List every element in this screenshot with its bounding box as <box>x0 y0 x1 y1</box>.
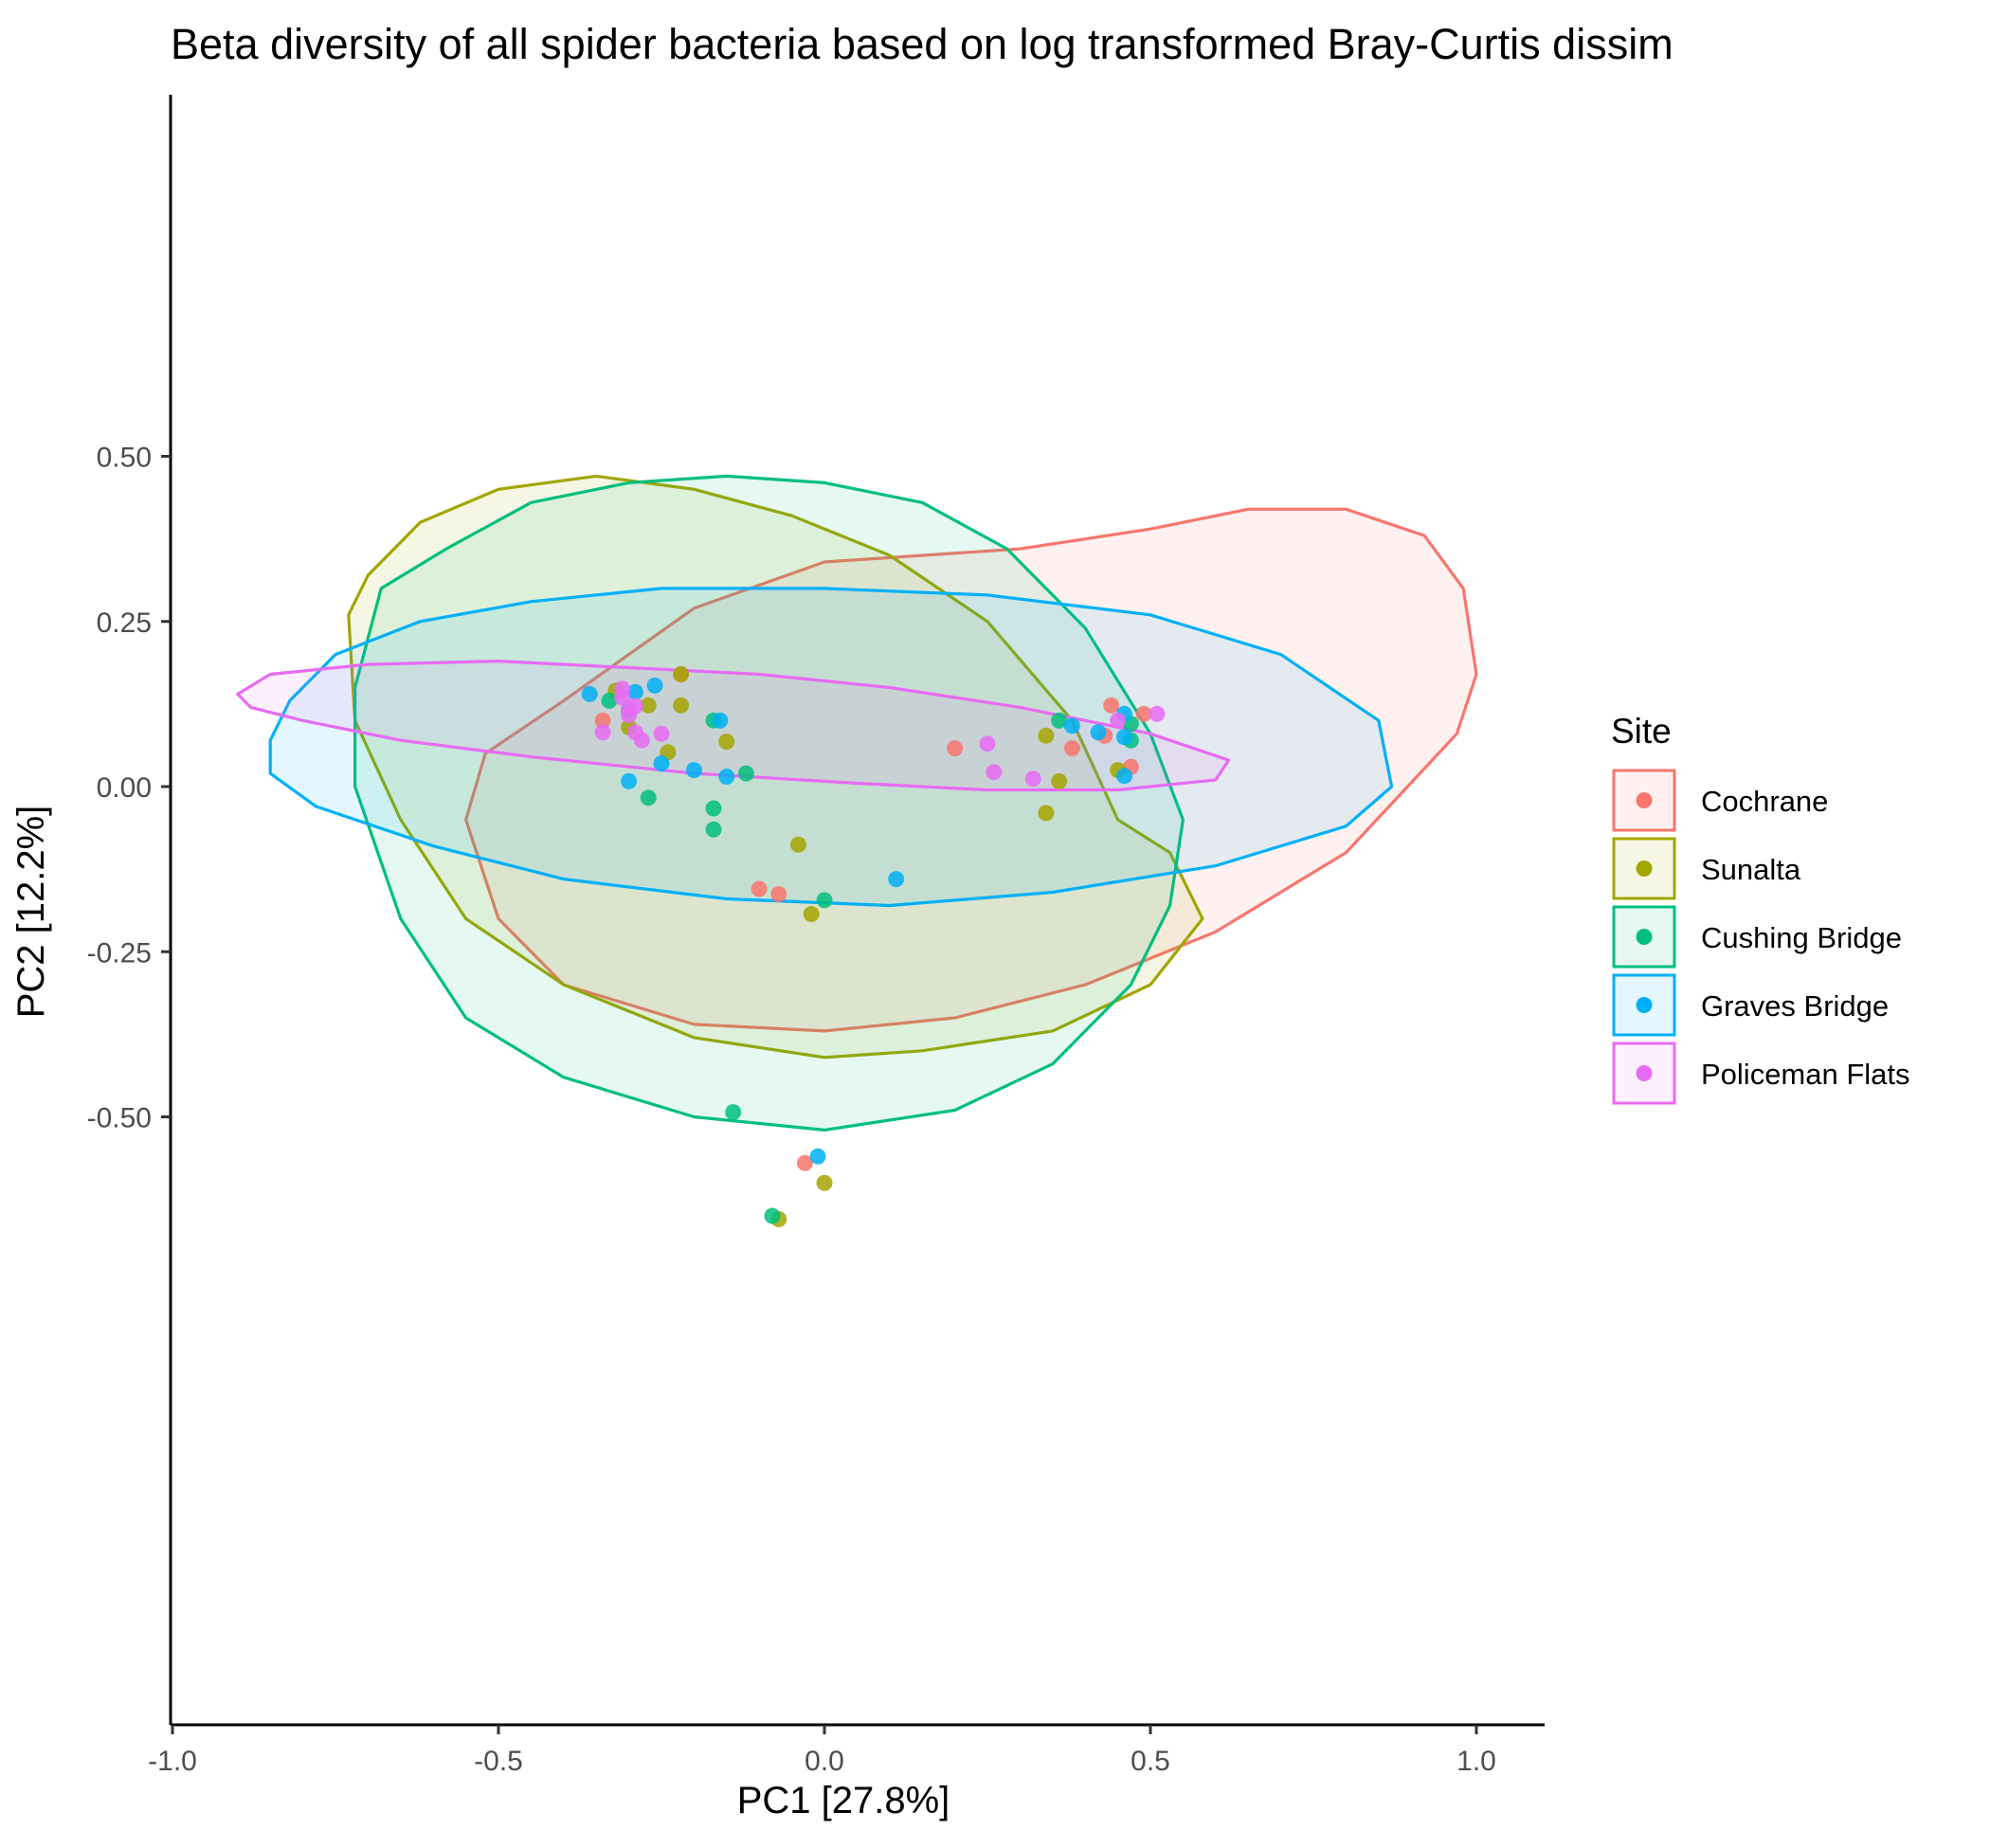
point-graves-bridge <box>581 685 598 702</box>
point-policeman-flats <box>633 732 650 749</box>
point-graves-bridge <box>653 755 670 772</box>
point-cushing-bridge <box>601 692 618 709</box>
point-cushing-bridge <box>737 765 754 782</box>
point-sunalta <box>1038 727 1055 744</box>
point-graves-bridge <box>809 1148 826 1165</box>
legend-item-policeman-flats: Policeman Flats <box>1612 1042 1910 1105</box>
point-cochrane <box>770 886 787 903</box>
point-sunalta <box>673 666 690 682</box>
legend-item-graves-bridge: Graves Bridge <box>1612 973 1889 1037</box>
legend-label: Sunalta <box>1701 853 1801 886</box>
legend-item-cushing-bridge: Cushing Bridge <box>1612 905 1902 969</box>
point-graves-bridge <box>1116 729 1132 746</box>
legend-label: Cochrane <box>1701 785 1828 818</box>
legend-marker <box>1636 1065 1653 1081</box>
point-graves-bridge <box>712 712 729 729</box>
x-axis-ticks: -1.0 -0.5 0.0 0.5 1.0 <box>148 1725 1496 1777</box>
legend-label: Graves Bridge <box>1701 989 1889 1023</box>
ellipse-policeman-flats <box>236 659 1231 792</box>
ellipse-cushing-bridge <box>353 474 1185 1132</box>
point-sunalta <box>640 697 657 714</box>
x-tick-label: -0.5 <box>474 1746 523 1777</box>
legend-marker <box>1636 997 1653 1013</box>
point-cochrane <box>594 712 611 729</box>
point-cushing-bridge <box>705 821 722 838</box>
point-graves-bridge <box>646 677 663 694</box>
ellipse-cochrane <box>464 507 1478 1033</box>
point-policeman-flats <box>594 724 611 741</box>
legend-marker <box>1636 861 1653 877</box>
point-cochrane <box>947 740 964 757</box>
ellipse-graves-bridge <box>268 587 1394 908</box>
legend: Site Cochrane Sunalta Cushing Bridge Graves… <box>1611 712 1910 1105</box>
point-graves-bridge <box>1063 717 1080 734</box>
point-sunalta <box>803 906 820 922</box>
point-policeman-flats <box>979 735 996 752</box>
point-sunalta <box>718 734 735 751</box>
point-graves-bridge <box>685 762 702 779</box>
point-policeman-flats <box>1024 770 1041 788</box>
point-sunalta <box>1051 772 1068 789</box>
legend-item-cochrane: Cochrane <box>1612 769 1828 832</box>
point-cochrane <box>1135 705 1152 722</box>
point-cushing-bridge <box>816 892 833 909</box>
legend-title: Site <box>1611 712 1672 751</box>
point-graves-bridge <box>1116 768 1132 785</box>
point-policeman-flats <box>1110 712 1127 729</box>
x-axis-label: PC1 [27.8%] <box>737 1780 950 1821</box>
point-graves-bridge <box>718 769 735 785</box>
point-policeman-flats <box>986 764 1003 781</box>
x-tick-label: 0.0 <box>805 1746 844 1777</box>
y-tick-label: -0.25 <box>87 937 152 969</box>
point-policeman-flats <box>653 725 670 742</box>
legend-label: Policeman Flats <box>1701 1058 1910 1091</box>
point-cushing-bridge <box>1051 712 1068 729</box>
point-graves-bridge <box>1090 724 1107 741</box>
y-tick-label: 0.00 <box>97 772 152 804</box>
x-tick-label: -1.0 <box>148 1746 197 1777</box>
point-cochrane <box>1103 697 1120 714</box>
legend-marker <box>1636 929 1653 945</box>
point-cushing-bridge <box>705 800 722 817</box>
y-tick-label: 0.50 <box>97 443 152 474</box>
point-cushing-bridge <box>764 1207 781 1224</box>
y-tick-label: -0.50 <box>87 1103 152 1134</box>
point-policeman-flats <box>1149 705 1166 722</box>
y-tick-label: 0.25 <box>97 607 152 639</box>
ellipse-sunalta <box>347 474 1204 1060</box>
confidence-ellipses <box>236 474 1478 1132</box>
chart-title: Beta diversity of all spider bacteria ba… <box>171 20 1673 68</box>
point-graves-bridge <box>621 772 638 789</box>
x-tick-label: 1.0 <box>1456 1746 1496 1777</box>
legend-label: Cushing Bridge <box>1701 921 1902 954</box>
point-cochrane <box>796 1154 813 1171</box>
point-graves-bridge <box>888 871 905 888</box>
point-cochrane <box>1063 740 1080 757</box>
legend-marker <box>1636 792 1653 808</box>
legend-item-sunalta: Sunalta <box>1612 837 1801 900</box>
data-points <box>581 666 1166 1227</box>
point-sunalta <box>816 1174 833 1191</box>
point-cushing-bridge <box>640 789 657 806</box>
point-sunalta <box>790 836 806 853</box>
point-cushing-bridge <box>725 1104 742 1121</box>
point-sunalta <box>673 697 690 714</box>
point-policeman-flats <box>621 707 638 724</box>
y-axis-label: PC2 [12.2%] <box>10 806 52 1019</box>
point-sunalta <box>1038 805 1055 822</box>
y-axis-ticks: 0.50 0.25 0.00 -0.25 -0.50 <box>87 443 171 1134</box>
point-cochrane <box>751 880 768 897</box>
x-tick-label: 0.5 <box>1131 1746 1170 1777</box>
point-graves-bridge <box>627 683 643 700</box>
